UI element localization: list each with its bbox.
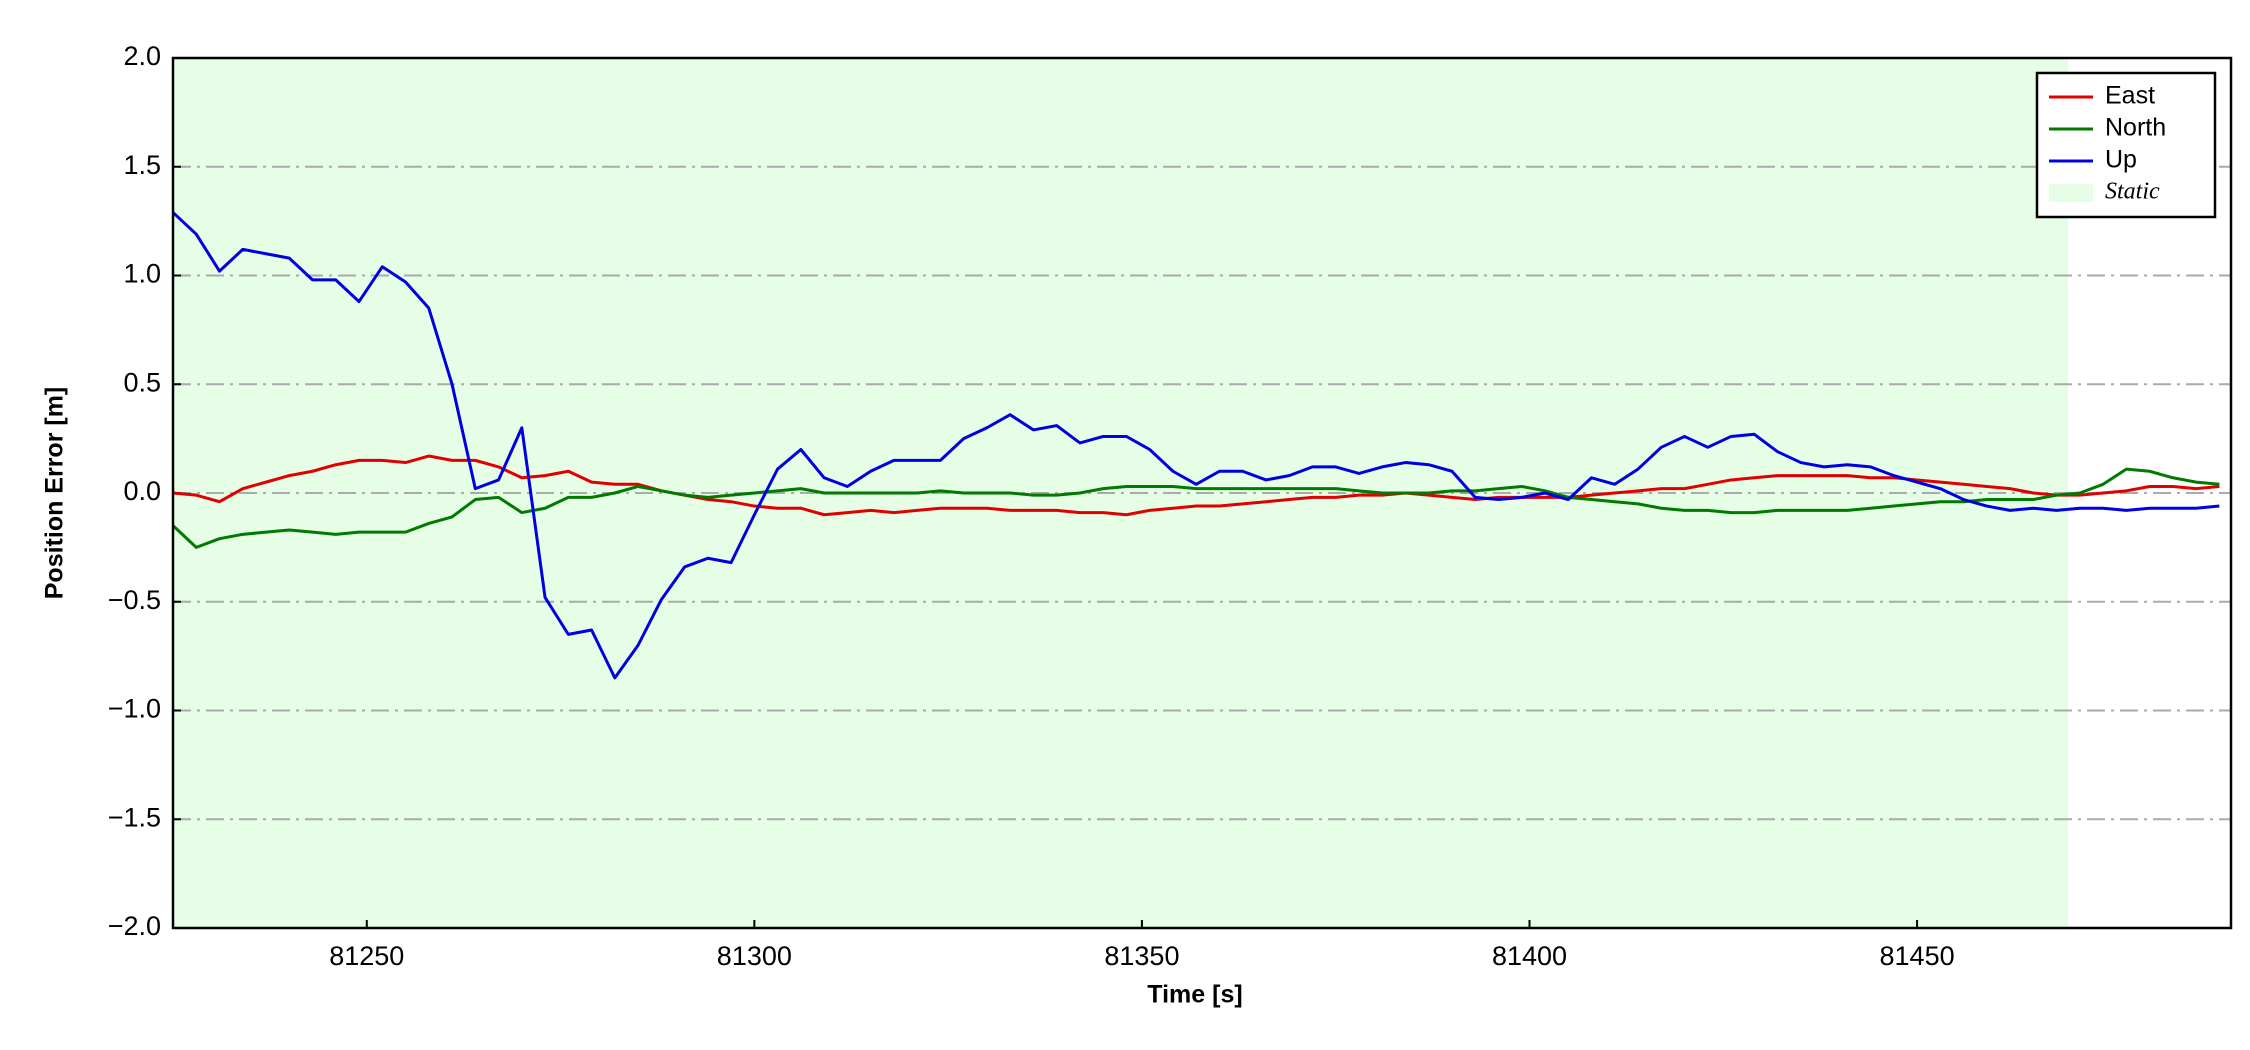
legend-label: East (2105, 82, 2155, 110)
y-tick-label: 1.0 (123, 259, 161, 289)
legend-label: North (2105, 114, 2166, 142)
y-tick-label: 0.0 (123, 476, 161, 506)
x-tick-label: 81450 (1880, 941, 1955, 971)
legend-label: Up (2105, 146, 2137, 174)
y-tick-label: −1.5 (108, 802, 161, 832)
x-tick-label: 81300 (717, 941, 792, 971)
legend-swatch (2049, 184, 2093, 202)
y-tick-label: 1.5 (123, 150, 161, 180)
legend-label: Static (2105, 179, 2160, 205)
y-axis-label: Position Error [m] (41, 387, 69, 600)
y-tick-label: −0.5 (108, 585, 161, 615)
x-tick-label: 81350 (1104, 941, 1179, 971)
series-line (171, 211, 2220, 680)
y-tick-label: 0.5 (123, 367, 161, 397)
x-axis-label: Time [s] (1147, 981, 1242, 1009)
y-tick-label: −2.0 (108, 911, 161, 941)
y-tick-label: 2.0 (123, 41, 161, 71)
y-tick-label: −1.0 (108, 694, 161, 724)
series-line (172, 454, 2220, 517)
x-tick-label: 81250 (329, 941, 404, 971)
shaded-region (173, 58, 2069, 928)
series-line (171, 467, 2220, 549)
plot-frame (171, 56, 2233, 930)
x-tick-label: 81400 (1492, 941, 1567, 971)
